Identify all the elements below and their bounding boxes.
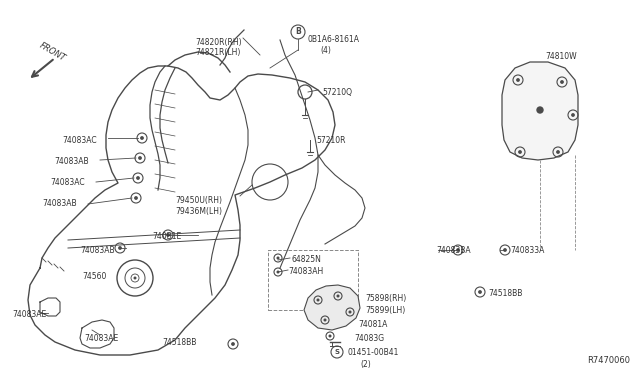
Text: S: S — [335, 349, 339, 355]
Text: 79450U(RH): 79450U(RH) — [175, 196, 222, 205]
Text: 74083AC: 74083AC — [62, 136, 97, 145]
Circle shape — [276, 270, 280, 273]
Polygon shape — [502, 62, 578, 160]
Text: 74820R(RH): 74820R(RH) — [195, 38, 242, 47]
Circle shape — [478, 290, 482, 294]
Text: 74083BA: 74083BA — [436, 246, 470, 255]
Text: 75899(LH): 75899(LH) — [365, 306, 405, 315]
Circle shape — [516, 78, 520, 82]
Text: 0B1A6-8161A: 0B1A6-8161A — [308, 35, 360, 44]
Text: 74083AC: 74083AC — [50, 178, 84, 187]
Circle shape — [456, 248, 460, 252]
Circle shape — [118, 246, 122, 250]
Circle shape — [140, 136, 144, 140]
Text: 75898(RH): 75898(RH) — [365, 294, 406, 303]
Circle shape — [503, 248, 507, 252]
Text: 74083AE: 74083AE — [12, 310, 46, 319]
Circle shape — [323, 318, 326, 321]
Circle shape — [134, 276, 136, 279]
Circle shape — [537, 107, 543, 113]
Circle shape — [349, 311, 351, 314]
Circle shape — [337, 295, 339, 298]
Text: R7470060: R7470060 — [587, 356, 630, 365]
Text: 74083G: 74083G — [354, 334, 384, 343]
Text: 74810W: 74810W — [545, 52, 577, 61]
Text: FRONT: FRONT — [37, 41, 67, 63]
Text: 64825N: 64825N — [292, 255, 322, 264]
Circle shape — [556, 150, 560, 154]
Circle shape — [518, 150, 522, 154]
Circle shape — [571, 113, 575, 117]
Polygon shape — [304, 285, 360, 330]
Text: 74083AB: 74083AB — [54, 157, 88, 166]
Text: 74083AB: 74083AB — [42, 199, 77, 208]
Circle shape — [317, 298, 319, 302]
Text: 740B1E: 740B1E — [152, 232, 181, 241]
Circle shape — [560, 80, 564, 84]
Text: 74083AH: 74083AH — [288, 267, 323, 276]
Text: 74821R(LH): 74821R(LH) — [195, 48, 241, 57]
Text: 01451-00B41: 01451-00B41 — [348, 348, 399, 357]
Circle shape — [328, 334, 332, 337]
Text: 74081A: 74081A — [358, 320, 387, 329]
Text: 57210Q: 57210Q — [322, 88, 352, 97]
Text: 79436M(LH): 79436M(LH) — [175, 207, 222, 216]
Circle shape — [136, 176, 140, 180]
Circle shape — [138, 156, 142, 160]
Text: (2): (2) — [360, 360, 371, 369]
Text: 57210R: 57210R — [316, 136, 346, 145]
Text: 74560: 74560 — [82, 272, 106, 281]
Text: 74083AE: 74083AE — [84, 334, 118, 343]
Text: 74083AB: 74083AB — [80, 246, 115, 255]
Bar — [268, 250, 358, 310]
Circle shape — [166, 233, 170, 237]
Text: 74518BB: 74518BB — [488, 289, 522, 298]
Text: 74518BB: 74518BB — [162, 338, 196, 347]
Circle shape — [231, 342, 235, 346]
Text: (4): (4) — [320, 46, 331, 55]
Text: 740833A: 740833A — [510, 246, 545, 255]
Circle shape — [134, 196, 138, 200]
Circle shape — [276, 256, 280, 260]
Text: B: B — [295, 28, 301, 36]
